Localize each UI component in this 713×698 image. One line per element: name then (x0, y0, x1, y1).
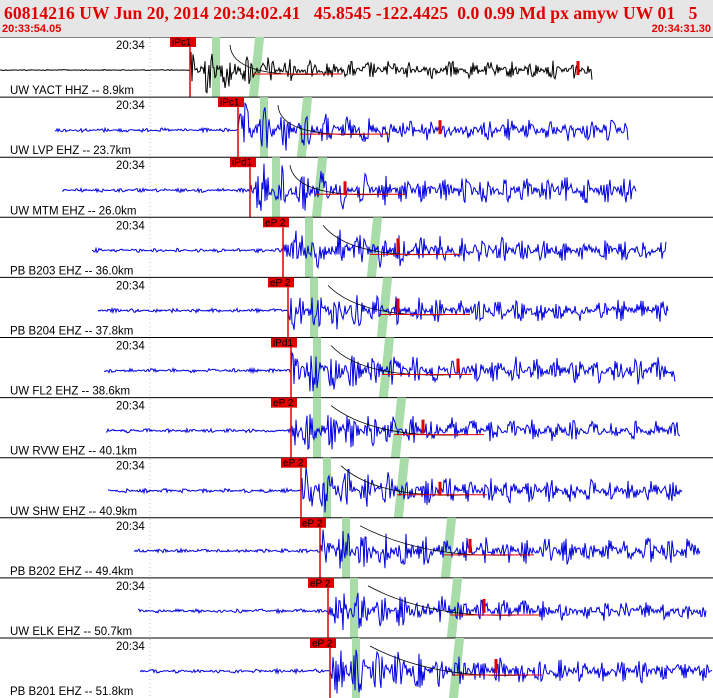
p-pick-flag[interactable] (263, 217, 289, 228)
time-tick-label: 20:34 (116, 581, 145, 593)
station-label: UW YACT HHZ -- 8.9km (10, 85, 134, 97)
s-pick-marker[interactable] (343, 181, 347, 196)
s-pick-marker[interactable] (482, 598, 486, 613)
time-tick-label: 20:34 (116, 461, 145, 473)
waveform (106, 414, 681, 451)
trace-row[interactable]: 20:34 eP 2 PB B202 EHZ -- 49.4km (0, 517, 713, 578)
p-pick-label: eP 2 (302, 518, 323, 529)
waveform (107, 466, 683, 513)
station-label: UW SHW EHZ -- 40.9km (10, 506, 137, 518)
waveform (91, 229, 667, 270)
trace-row[interactable]: 20:34 eP 2 PB B204 EHZ -- 37.8km (0, 276, 713, 338)
station-label: UW FL2 EHZ -- 38.6km (10, 386, 130, 398)
trace-row[interactable]: 20:34 eP 2 UW RVW EHZ -- 40.1km (0, 397, 713, 458)
p-pick-flag[interactable] (310, 638, 336, 648)
trace-canvas[interactable]: 20:34 iPc1 UW YACT HHZ -- 8.9km 20:34 iPc1 UW… (0, 37, 713, 698)
p-pick-label: iPc1 (172, 38, 192, 49)
p-pick-label: eP 2 (312, 639, 333, 650)
p-pick-flag[interactable] (268, 277, 294, 288)
s-pick-marker[interactable] (468, 538, 472, 553)
p-pick-flag[interactable] (281, 457, 307, 468)
end-time: 20:34:31.30 (651, 23, 711, 35)
p-window (260, 97, 268, 158)
s-window (248, 37, 265, 98)
s-window (390, 397, 407, 458)
waveform (139, 649, 713, 694)
p-window (305, 217, 313, 278)
waveform (61, 163, 637, 211)
time-tick-label: 20:34 (116, 160, 145, 172)
p-pick-label: eP 2 (270, 278, 291, 289)
trace-row[interactable]: 20:34 eP 2 UW SHW EHZ -- 40.9km (0, 457, 713, 518)
station-label: UW MTM EHZ -- 26.0km (10, 205, 137, 217)
s-window (376, 277, 393, 338)
p-pick-flag[interactable] (170, 37, 196, 47)
s-pick-marker[interactable] (576, 61, 580, 76)
p-pick-label: iPc1 (220, 98, 240, 109)
trace-row[interactable]: 20:34 eP 2 PB B201 EHZ -- 51.8km (0, 637, 713, 698)
trace-row[interactable]: 20:34 iPc1 UW YACT HHZ -- 8.9km (0, 37, 713, 98)
p-pick-label: iPd1 (232, 158, 252, 169)
event-title: 60814216 UW Jun 20, 2014 20:34:02.41 45.… (4, 3, 698, 23)
time-tick-label: 20:34 (116, 641, 145, 653)
waveform (137, 592, 707, 631)
p-window (310, 277, 318, 338)
p-pick-label: eP 2 (273, 398, 294, 409)
station-label: UW RVW EHZ -- 40.1km (10, 446, 137, 458)
waveform (54, 101, 629, 151)
trace-row[interactable]: 20:34 iPd1 UW FL2 EHZ -- 38.6km (0, 337, 713, 398)
p-pick-flag[interactable] (271, 337, 297, 348)
p-pick-label: eP 2 (265, 218, 286, 229)
s-window (448, 638, 465, 698)
p-window (212, 37, 220, 98)
s-pick-marker[interactable] (421, 419, 425, 434)
station-label: UW ELK EHZ -- 50.7km (10, 626, 132, 638)
s-pick-marker[interactable] (494, 659, 498, 674)
s-pick-marker[interactable] (438, 481, 442, 496)
p-pick-flag[interactable] (308, 577, 334, 588)
time-tick-label: 20:34 (116, 40, 145, 52)
station-label: PB B203 EHZ -- 36.0km (10, 265, 133, 277)
p-pick-flag[interactable] (271, 397, 297, 408)
s-pick-marker[interactable] (396, 298, 400, 313)
station-label: PB B202 EHZ -- 49.4km (10, 566, 133, 578)
waveform (133, 529, 701, 569)
p-pick-label: eP 2 (310, 578, 331, 589)
s-pick-marker[interactable] (396, 238, 400, 253)
p-window (350, 577, 358, 638)
trace-panel[interactable]: 20:34 iPc1 UW YACT HHZ -- 8.9km 20:34 iPc1 UW… (0, 37, 713, 698)
trace-row[interactable]: 20:34 eP 2 UW ELK EHZ -- 50.7km (0, 577, 713, 639)
trace-row[interactable]: 20:34 iPc1 UW LVP EHZ -- 23.7km (0, 96, 713, 158)
station-label: PB B201 EHZ -- 51.8km (10, 686, 133, 698)
s-pick-marker[interactable] (438, 120, 442, 135)
time-tick-label: 20:34 (116, 100, 145, 112)
p-pick-label: eP 2 (283, 458, 304, 469)
s-pick-marker[interactable] (456, 358, 460, 373)
p-window (313, 397, 321, 458)
station-label: PB B204 EHZ -- 37.8km (10, 326, 133, 338)
p-pick-flag[interactable] (218, 97, 244, 108)
waveform (0, 51, 593, 94)
time-tick-label: 20:34 (116, 220, 145, 232)
time-tick-label: 20:34 (116, 341, 145, 353)
trace-row[interactable]: 20:34 iPd1 UW MTM EHZ -- 26.0km (0, 156, 713, 218)
waveform (103, 351, 676, 392)
waveform (97, 294, 669, 330)
trace-row[interactable]: 20:34 eP 2 PB B203 EHZ -- 36.0km (0, 216, 713, 278)
p-window (323, 457, 331, 518)
p-window (313, 337, 321, 398)
time-tick-label: 20:34 (116, 280, 145, 292)
time-tick-label: 20:34 (116, 401, 145, 413)
p-pick-label: iPd1 (273, 338, 293, 349)
station-label: UW LVP EHZ -- 23.7km (10, 145, 131, 157)
event-header: 60814216 UW Jun 20, 2014 20:34:02.41 45.… (0, 0, 713, 37)
p-pick-flag[interactable] (230, 157, 256, 168)
start-time: 20:33:54.05 (2, 23, 62, 35)
p-window (272, 157, 280, 218)
p-pick-flag[interactable] (300, 517, 326, 528)
time-tick-label: 20:34 (116, 521, 145, 533)
